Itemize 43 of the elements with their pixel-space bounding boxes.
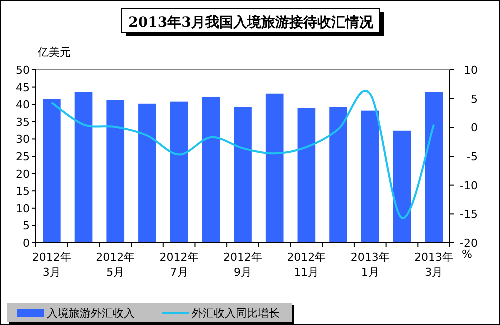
y2-tick-label: -20 [460,237,478,250]
x-tick-label: 2012年 11月 [287,251,326,279]
y-tick-label: 35 [16,116,30,129]
y2-tick-label: -5 [467,150,478,164]
bar [266,94,284,243]
bar [393,130,412,243]
y2-tick-label: 5 [471,92,478,106]
y-tick-label: 45 [16,81,30,94]
bar [330,107,348,243]
y-tick-label: 50 [16,64,30,77]
y-tick-label: 20 [16,168,30,181]
bar [202,96,220,243]
y-tick-label: 25 [16,150,30,164]
x-tick-label: 2012年 7月 [160,251,199,279]
y-tick-label: 0 [23,237,30,250]
y2-tick-label: 0 [471,122,478,135]
bar [170,102,188,243]
y-tick-label: 15 [16,185,30,198]
x-tick-label: 2012年 5月 [96,251,136,279]
legend-label: 入境旅游外汇收入 [47,307,135,320]
y2-axis-title: % [462,248,472,261]
chart-title: 2013年3月我国入境旅游接待收汇情况 [128,14,374,31]
x-tick-label: 2012年 9月 [224,251,262,279]
bar [43,99,61,243]
y2-tick-label: -10 [460,179,478,192]
y-tick-label: 40 [16,98,30,112]
bar [138,104,156,243]
y-axis-title: 亿美元 [37,46,71,59]
y-tick-label: 5 [23,220,30,233]
x-tick-label: 2012年 3月 [32,251,72,279]
x-tick-label: 2013年 3月 [414,251,454,279]
x-tick-label: 2013年 1月 [350,251,390,279]
y-tick-label: 10 [16,202,30,216]
legend-label: 外汇收入同比增长 [192,307,280,320]
bar [361,110,380,243]
bar [298,108,316,243]
bar [106,100,125,243]
bar [74,92,93,243]
y-tick-label: 30 [16,133,30,146]
bar [234,107,252,243]
bar [425,92,443,243]
y2-tick-label: -15 [460,208,478,222]
y2-tick-label: 10 [464,64,478,77]
